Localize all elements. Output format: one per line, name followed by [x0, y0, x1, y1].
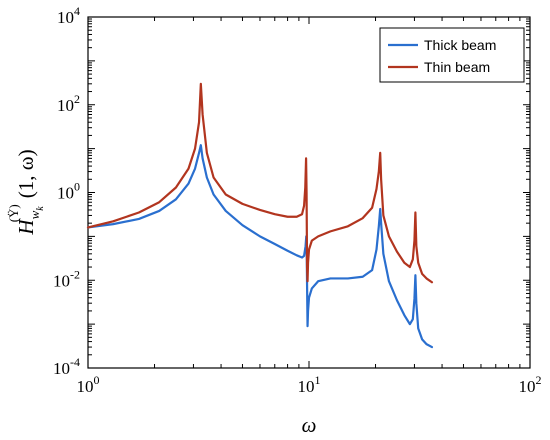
y-axis-label-args: (1, ω) — [14, 149, 38, 198]
x-tick-label: 101 — [298, 373, 321, 396]
legend: Thick beam Thin beam — [379, 27, 525, 83]
y-axis-label-text: Hwk (Ÿ) (1, ω) — [6, 149, 46, 235]
x-tick-labels: 100 101 102 — [77, 373, 542, 396]
legend-label-thin-beam: Thin beam — [424, 59, 490, 75]
x-tick-label: 102 — [519, 373, 542, 396]
legend-label-thick-beam: Thick beam — [424, 37, 496, 53]
y-axis-label-superscript: (Ÿ) — [6, 204, 21, 222]
y-tick-labels: 10-4 10-2 100 102 104 — [53, 4, 80, 378]
legend-box — [379, 27, 525, 83]
y-tick-label: 10-2 — [53, 267, 80, 290]
x-axis-label: ω — [302, 413, 317, 437]
x-tick-label: 100 — [77, 373, 100, 396]
y-tick-label: 102 — [57, 92, 80, 115]
y-axis-label: Hwk (Ÿ) (1, ω) — [6, 149, 46, 235]
series-line-thick-beam — [86, 144, 434, 349]
y-axis-label-subsubscript: k — [35, 206, 46, 211]
y-tick-label: 104 — [57, 4, 80, 27]
series-lines — [86, 82, 434, 349]
y-tick-label: 10-4 — [53, 355, 80, 378]
y-axis-label-subscript: w — [27, 210, 42, 219]
y-tick-label: 100 — [57, 180, 80, 203]
series-line-thin-beam — [86, 82, 434, 284]
tick-marks — [87, 16, 531, 369]
y-axis-label-base: H — [14, 218, 38, 236]
